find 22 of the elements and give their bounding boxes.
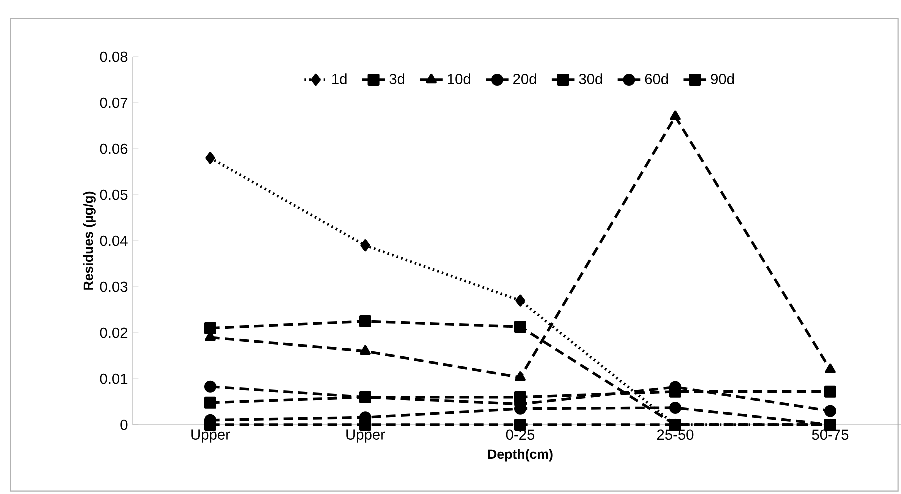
legend-label: 90d: [711, 74, 734, 84]
y-tick-label: 0.07: [100, 98, 128, 108]
y-tick-label: 0.02: [100, 328, 128, 338]
y-axis-title: Residues (µg/g): [83, 192, 96, 290]
legend-label: 60d: [645, 74, 668, 84]
x-tick-label: 50-75: [812, 430, 849, 440]
y-tick-label: 0.08: [100, 52, 128, 62]
x-tick-label: Upper: [346, 430, 386, 443]
legend-label: 1d: [332, 74, 347, 84]
legend-label: 3d: [390, 74, 405, 84]
y-tick-label: 0.03: [100, 282, 128, 292]
y-tick-label: 0.05: [100, 190, 128, 200]
legend-label: 10d: [448, 74, 470, 84]
x-tick-label: 25-50: [657, 430, 694, 440]
y-tick-label: 0: [120, 420, 128, 430]
legend-label: 20d: [514, 74, 536, 84]
x-axis-title: Depth(cm): [488, 449, 553, 462]
x-tick-label: Upper: [192, 430, 230, 443]
y-tick-label: 0.04: [100, 236, 128, 246]
y-tick-label: 0.06: [100, 144, 128, 154]
legend-label: 30d: [579, 74, 602, 84]
y-tick-label: 0.01: [100, 374, 128, 384]
